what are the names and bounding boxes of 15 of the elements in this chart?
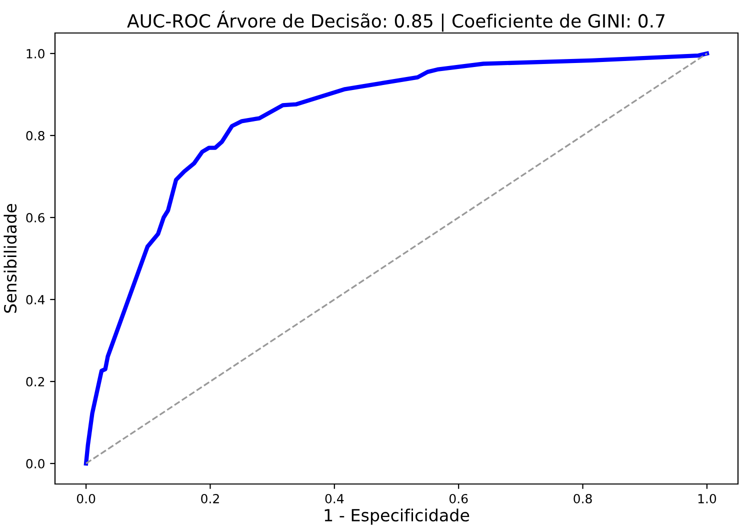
y-tick-label: 0.2 bbox=[26, 376, 44, 386]
x-tick-label: 0.2 bbox=[201, 494, 219, 504]
y-axis-title: Sensibilidade bbox=[4, 204, 17, 313]
x-tick-label: 0.6 bbox=[449, 494, 468, 504]
x-tick-label: 0.4 bbox=[325, 494, 344, 504]
x-tick-label: 0.8 bbox=[574, 494, 592, 504]
y-tick-label: 1.0 bbox=[26, 48, 44, 58]
y-tick-label: 0.6 bbox=[26, 212, 44, 222]
x-axis-title: 1 - Especificidade bbox=[324, 508, 470, 525]
x-tick-label: 1.0 bbox=[698, 494, 716, 504]
y-tick-label: 0.4 bbox=[26, 294, 45, 304]
x-tick-label: 0.0 bbox=[76, 494, 96, 504]
chart-title: AUC-ROC Árvore de Decisão: 0.85 | Coeficiente de GINI: 0.7 bbox=[127, 10, 664, 32]
y-tick-label: 0.8 bbox=[26, 130, 44, 140]
y-tick-label: 0.0 bbox=[26, 458, 44, 468]
